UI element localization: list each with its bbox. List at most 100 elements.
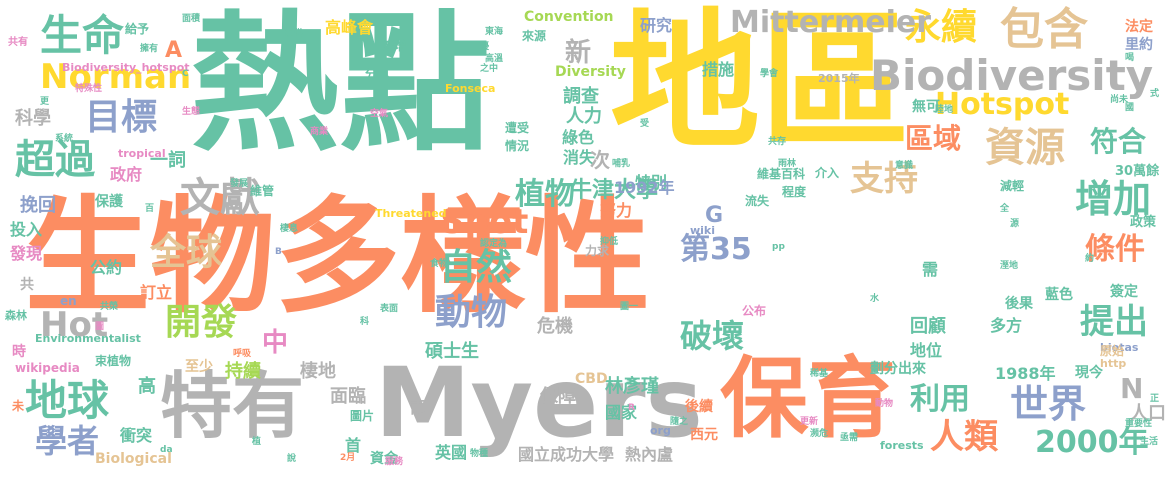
word: 特有: [160, 364, 305, 448]
word: biotas: [1100, 341, 1139, 354]
word: 保育: [720, 347, 897, 450]
word: 百: [145, 204, 155, 214]
word: 全: [1000, 204, 1010, 214]
word: 提出: [1080, 302, 1148, 342]
word: 西元: [690, 427, 718, 443]
word: 維基百科: [757, 167, 806, 181]
word: 森林: [5, 309, 27, 322]
word: 擁有: [140, 44, 159, 54]
word: forests: [880, 439, 924, 452]
word: pp: [772, 242, 785, 252]
word: 特殊性: [75, 84, 103, 94]
word: 抑低: [600, 237, 619, 247]
word: 科學: [15, 108, 51, 129]
word: 林彥瑾: [605, 376, 659, 397]
word: 高: [138, 376, 156, 397]
word: 調查: [563, 86, 599, 107]
word: 動物: [435, 292, 508, 333]
word: Biodiversity: [870, 51, 1154, 100]
word: 特別: [635, 173, 668, 192]
word: 區域: [905, 122, 962, 155]
word: 程度: [782, 185, 807, 199]
word: G: [705, 203, 724, 228]
word: 受: [640, 119, 650, 129]
word: 學會: [760, 69, 779, 79]
word: 意識: [895, 161, 914, 171]
word: 投入: [10, 220, 43, 239]
word: Spot: [440, 202, 529, 242]
word: 保護: [95, 194, 123, 210]
word: Norman: [40, 57, 192, 97]
word: 之中: [480, 64, 499, 74]
word: 生態: [182, 107, 201, 117]
word: 稀基: [810, 369, 829, 379]
word: 水: [870, 294, 880, 304]
word: 人類: [930, 417, 998, 457]
word: Diversity: [555, 64, 626, 80]
word: 商業: [310, 127, 329, 137]
word: 增加: [1075, 177, 1152, 221]
word: 永續: [905, 7, 978, 48]
word: 高溫: [485, 54, 504, 64]
word: 措施: [702, 60, 735, 79]
word: da: [160, 445, 173, 455]
word: 棲地: [300, 361, 336, 382]
word: 力求: [585, 244, 610, 258]
word: 回顧: [910, 316, 946, 337]
word: 國: [1125, 103, 1135, 113]
word: 共有: [8, 37, 28, 48]
word: 公布: [742, 304, 767, 318]
word: 需: [922, 260, 939, 279]
word: 現今: [1075, 365, 1103, 381]
word: 2015年: [818, 72, 860, 85]
word: 簽定: [1110, 284, 1138, 300]
word: 綠色: [562, 128, 595, 147]
word: 破壞: [680, 317, 745, 355]
word: 圖片: [350, 409, 375, 423]
word: 生活: [1140, 437, 1159, 447]
word: 式: [1150, 89, 1160, 99]
word: 後續: [685, 399, 713, 415]
word: 食物: [430, 259, 449, 269]
word: 服務: [385, 457, 404, 467]
word: 時: [12, 344, 26, 360]
word: 第35: [680, 232, 752, 267]
word: 流失: [745, 194, 770, 208]
word: 優: [480, 42, 490, 52]
word: 科: [360, 317, 370, 327]
word: 2月: [340, 453, 356, 463]
word: 藍色: [1045, 287, 1073, 303]
word: 開發: [165, 302, 238, 343]
word: 介入: [815, 166, 840, 180]
word: 源: [1010, 219, 1020, 229]
word: 共: [20, 277, 34, 293]
word: 生物多樣性: [25, 185, 650, 330]
word: 至少: [185, 359, 213, 375]
word: 情況: [505, 139, 530, 153]
word: 亟需: [840, 433, 859, 443]
word: 共存: [768, 137, 787, 147]
word: Fonseca: [445, 82, 496, 95]
word: Mittermeier: [730, 5, 931, 40]
word: 植: [252, 437, 262, 447]
word: 人力: [566, 106, 602, 127]
word: 發現: [10, 244, 43, 263]
word: 次: [590, 148, 610, 172]
word: 認定為: [480, 239, 508, 249]
word: 訂立: [140, 283, 173, 302]
word: 首: [345, 436, 362, 455]
word: 2000年: [1035, 425, 1149, 460]
word: 東海: [485, 27, 504, 37]
word: Biological: [95, 451, 172, 467]
word: 溼地: [1000, 261, 1019, 271]
word: 空氣: [370, 109, 389, 119]
word: 圖一: [620, 302, 639, 312]
word: 全球: [150, 232, 223, 273]
word: 生命: [40, 11, 125, 60]
word: 陸地: [935, 105, 954, 115]
word: 挽回: [20, 195, 56, 216]
word: 1992年: [614, 178, 675, 197]
word: 約: [1085, 254, 1095, 264]
word: 新增: [382, 39, 407, 53]
word: 系統: [55, 134, 74, 144]
